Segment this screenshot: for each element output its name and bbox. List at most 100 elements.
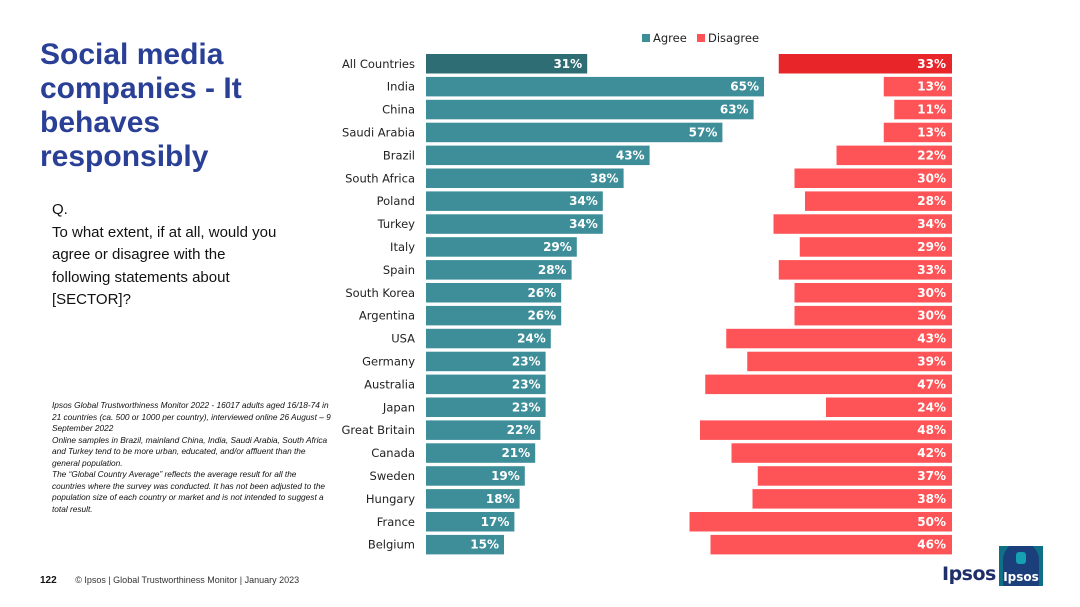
disagree-bar	[731, 443, 952, 463]
disagree-value-label: 37%	[917, 469, 946, 483]
agree-bar	[426, 283, 562, 303]
agree-value-label: 21%	[501, 446, 530, 460]
agree-value-label: 38%	[590, 171, 619, 185]
country-label: USA	[391, 332, 415, 346]
disagree-bar	[726, 328, 952, 349]
disagree-bar	[805, 191, 952, 211]
survey-question: Q. To what extent, if at all, would you …	[52, 201, 277, 308]
agree-value-label: 63%	[720, 103, 749, 117]
country-label: All Countries	[342, 57, 415, 71]
agree-bar	[426, 534, 504, 555]
disagree-value-label: 29%	[917, 240, 946, 254]
disagree-value-label: 30%	[917, 171, 946, 185]
agree-value-label: 15%	[470, 538, 499, 552]
agree-value-label: 57%	[689, 125, 718, 139]
legend-label-disagree: Disagree	[708, 31, 759, 45]
agree-value-label: 43%	[616, 148, 645, 162]
agree-bar	[426, 374, 546, 395]
agree-bar	[426, 99, 754, 120]
disagree-bar	[752, 489, 952, 509]
country-label: France	[377, 515, 415, 529]
disagree-value-label: 22%	[917, 148, 946, 162]
disagree-bar	[689, 512, 952, 532]
disagree-value-label: 39%	[917, 354, 946, 368]
disagree-bar	[894, 99, 952, 120]
agree-value-label: 17%	[481, 515, 510, 529]
agree-bar	[426, 168, 624, 188]
agree-value-label: 24%	[517, 332, 546, 346]
disagree-bar	[778, 54, 952, 74]
note-2: Online samples in Brazil, mainland China…	[52, 434, 328, 468]
agree-value-label: 26%	[527, 309, 556, 323]
note-3: The “Global Country Average” reflects th…	[52, 469, 326, 514]
country-label: Sweden	[370, 469, 415, 483]
agree-value-label: 19%	[491, 469, 520, 483]
country-label: India	[387, 80, 415, 94]
disagree-value-label: 46%	[917, 538, 946, 552]
agree-bar	[426, 443, 536, 463]
legend-swatch-agree	[642, 34, 650, 42]
disagree-bar	[794, 283, 952, 303]
disagree-bar	[747, 351, 952, 372]
agree-bar	[426, 122, 723, 143]
agree-bar	[426, 420, 541, 440]
disagree-value-label: 28%	[917, 194, 946, 208]
agree-bar	[426, 76, 764, 97]
agree-bar	[426, 305, 562, 326]
agree-bar	[426, 466, 525, 486]
country-label: Germany	[362, 354, 415, 368]
agree-value-label: 18%	[486, 492, 515, 506]
disagree-value-label: 34%	[917, 217, 946, 231]
ipsos-logo: Ipsos	[999, 546, 1043, 586]
disagree-bar	[836, 145, 952, 166]
disagree-bar	[794, 168, 952, 188]
disagree-value-label: 50%	[917, 515, 946, 529]
page-number: 122	[40, 575, 57, 586]
disagree-value-label: 48%	[917, 423, 946, 437]
agree-bar	[426, 237, 577, 257]
legend-label-agree: Agree	[653, 31, 687, 45]
footer: 122 © Ipsos | Global Trustworthiness Mon…	[40, 575, 299, 586]
legend-swatch-disagree	[697, 34, 705, 42]
disagree-value-label: 42%	[917, 446, 946, 460]
agree-bar	[426, 214, 603, 234]
methodology-notes: Ipsos Global Trustworthiness Monitor 202…	[52, 400, 332, 515]
agree-bar	[426, 191, 603, 211]
note-1: Ipsos Global Trustworthiness Monitor 202…	[52, 400, 331, 433]
disagree-value-label: 30%	[917, 309, 946, 323]
agree-value-label: 29%	[543, 240, 572, 254]
disagree-bar	[773, 214, 952, 234]
agree-bar	[426, 145, 650, 166]
disagree-bar	[883, 122, 952, 143]
disagree-bar	[799, 237, 952, 257]
agree-bar	[426, 260, 572, 280]
agree-value-label: 65%	[730, 80, 759, 94]
disagree-value-label: 38%	[917, 492, 946, 506]
disagree-bar	[705, 374, 952, 395]
country-label: Argentina	[359, 309, 415, 323]
country-label: Australia	[364, 377, 415, 391]
disagree-bar	[883, 76, 952, 97]
agree-bar	[426, 489, 520, 509]
agree-value-label: 22%	[507, 423, 536, 437]
agree-value-label: 26%	[527, 286, 556, 300]
disagree-bar	[794, 305, 952, 326]
disagree-value-label: 47%	[917, 377, 946, 391]
disagree-value-label: 33%	[917, 57, 946, 71]
agree-value-label: 23%	[512, 400, 541, 414]
agree-bar	[426, 512, 515, 532]
disagree-value-label: 24%	[917, 400, 946, 414]
disagree-value-label: 33%	[917, 263, 946, 277]
country-label: Brazil	[383, 148, 415, 162]
agree-value-label: 31%	[553, 57, 582, 71]
agree-value-label: 34%	[569, 217, 598, 231]
agree-value-label: 23%	[512, 377, 541, 391]
country-label: Great Britain	[341, 423, 415, 437]
disagree-value-label: 43%	[917, 332, 946, 346]
disagree-bar	[710, 534, 952, 555]
agree-bar	[426, 351, 546, 372]
chart-legend: Agree Disagree	[642, 31, 759, 45]
country-label: Hungary	[366, 492, 415, 506]
disagree-bar	[757, 466, 952, 486]
